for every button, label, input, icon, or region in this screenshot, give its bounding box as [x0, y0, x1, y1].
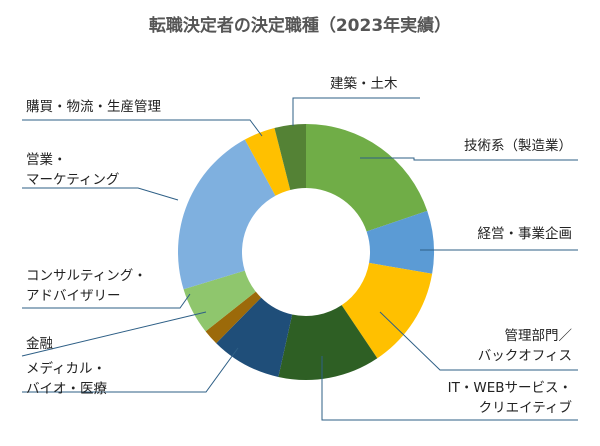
slice-label-line: バイオ・医療 — [26, 380, 107, 397]
slice-2 — [366, 210, 434, 274]
slice-label-1: 技術系（製造業） — [464, 138, 572, 154]
slice-label-5: メディカル・バイオ・医療 — [26, 360, 107, 397]
slice-label-line: 管理部門／ — [505, 328, 573, 344]
donut-slices — [178, 124, 434, 380]
slice-label-line: マーケティング — [26, 172, 119, 188]
chart-title: 転職決定者の決定職種（2023年実績） — [149, 15, 451, 36]
slice-label-line: クリエイティブ — [479, 399, 573, 416]
slice-label-line: メディカル・ — [26, 360, 106, 377]
leader-line-4 — [321, 356, 578, 421]
slice-3 — [341, 262, 433, 359]
slice-4 — [278, 305, 378, 380]
slice-6 — [205, 291, 262, 344]
slice-label-10: 建築・土木 — [330, 76, 398, 92]
slice-label-6: 金融 — [26, 336, 53, 352]
slice-label-line: バックオフィス — [478, 348, 572, 364]
slice-label-2: 経営・事業企画 — [478, 225, 573, 242]
slice-label-line: 購買・物流・生産管理 — [26, 99, 161, 115]
slice-label-line: 建築・土木 — [330, 76, 398, 92]
slice-9 — [244, 127, 291, 196]
slice-10 — [274, 124, 306, 190]
leader-line-3 — [379, 311, 578, 371]
slice-5 — [216, 297, 293, 377]
slice-label-9: 購買・物流・生産管理 — [26, 99, 161, 115]
slice-8 — [178, 139, 276, 290]
slice-label-3: 管理部門／ バックオフィス — [478, 328, 573, 364]
slice-label-4: IT・WEBサービス・クリエイティブ — [448, 380, 573, 416]
slice-label-line: アドバイザリー — [26, 288, 121, 304]
slice-label-line: 経営・事業企画 — [478, 225, 573, 242]
leader-line-10 — [292, 97, 420, 126]
slice-label-7: コンサルティング・アドバイザリー — [26, 268, 147, 304]
slice-label-8: 営業・マーケティング — [26, 152, 119, 188]
leader-line-1 — [360, 157, 578, 161]
slice-1 — [306, 124, 428, 232]
leader-lines — [21, 97, 578, 421]
leader-line-6 — [21, 311, 207, 357]
slice-7 — [183, 270, 256, 332]
slice-label-line: 営業・ — [26, 152, 67, 168]
leader-line-5 — [22, 347, 239, 393]
slice-label-line: コンサルティング・ — [26, 268, 147, 284]
leader-line-9 — [22, 119, 263, 137]
slice-label-line: 金融 — [26, 336, 53, 352]
slice-label-line: IT・WEBサービス・ — [448, 380, 572, 396]
leader-line-8 — [22, 187, 179, 201]
leader-line-7 — [22, 293, 191, 309]
slice-label-line: 技術系（製造業） — [464, 138, 572, 154]
